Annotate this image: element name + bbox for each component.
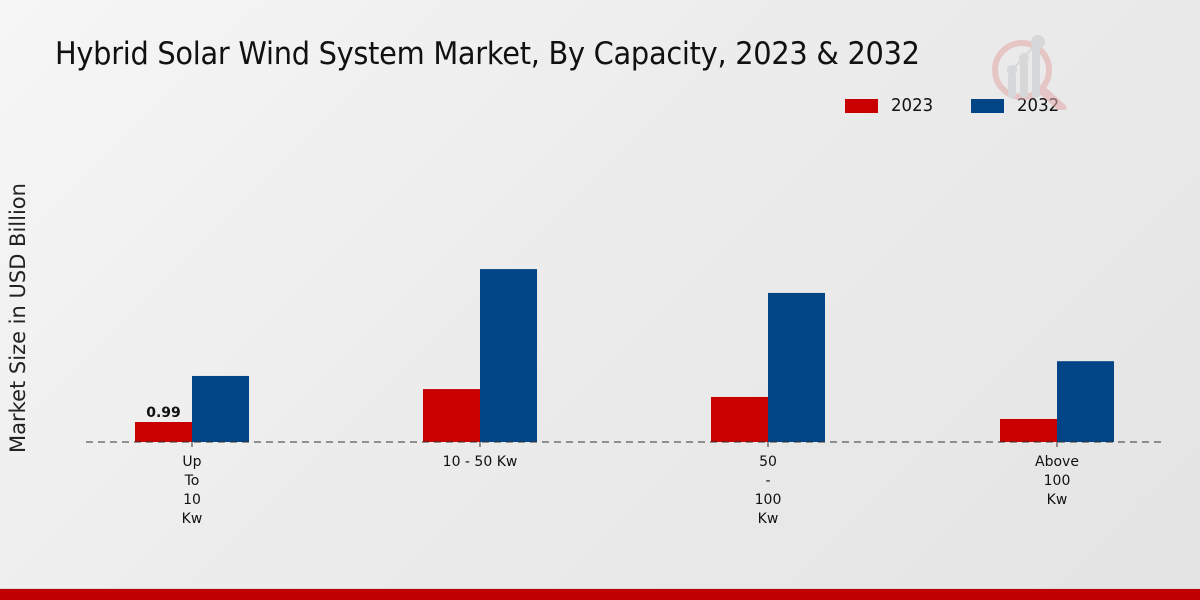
x-tick-label-line: Kw bbox=[182, 511, 203, 527]
x-tick-label: Up To 10 Kw bbox=[182, 454, 203, 527]
x-tick-label-line: Above bbox=[1035, 454, 1079, 470]
x-tick-label: Above 100 Kw bbox=[1035, 454, 1079, 508]
x-tick-label-line: Kw bbox=[758, 511, 779, 527]
legend-item-2023[interactable]: 2023 bbox=[845, 95, 937, 116]
x-tick-label: 50 - 100 Kw bbox=[755, 454, 782, 527]
x-tick-label-line: 10 bbox=[183, 492, 201, 508]
bar-2023-10-50-kw bbox=[423, 389, 480, 442]
bar-2023-50-100-kw bbox=[711, 396, 768, 442]
bar-2032-50-100-kw bbox=[768, 292, 825, 442]
bar-2023-above-100-kw bbox=[1000, 418, 1057, 442]
bar-2032-10-50-kw bbox=[480, 269, 537, 442]
bar-2032-up-to-10-kw bbox=[192, 375, 249, 442]
legend-swatch-2023 bbox=[845, 98, 878, 113]
x-tick-label-line: To bbox=[184, 473, 200, 489]
x-tick-label-line: 100 bbox=[755, 492, 782, 508]
x-tick-label-line: 10 - 50 Kw bbox=[443, 454, 518, 470]
x-tick-label-line: Up bbox=[182, 454, 201, 470]
legend-label-2023: 2023 bbox=[891, 95, 934, 116]
x-tick-label: 10 - 50 Kw bbox=[443, 454, 518, 470]
watermark-logo-icon bbox=[992, 30, 1072, 114]
x-tick-label-line: 50 bbox=[759, 454, 777, 470]
data-label: 0.99 bbox=[146, 405, 181, 421]
legend-swatch-2032 bbox=[970, 98, 1004, 113]
x-tick-label-line: Kw bbox=[1047, 492, 1068, 508]
bar-2032-above-100-kw bbox=[1057, 361, 1114, 442]
x-tick-label-line: - bbox=[765, 473, 770, 489]
bar-2023-up-to-10-kw bbox=[135, 422, 192, 442]
x-tick-label-line: 100 bbox=[1044, 473, 1071, 489]
chart-title: Hybrid Solar Wind System Market, By Capa… bbox=[55, 36, 920, 72]
footer-bar bbox=[0, 588, 1200, 600]
